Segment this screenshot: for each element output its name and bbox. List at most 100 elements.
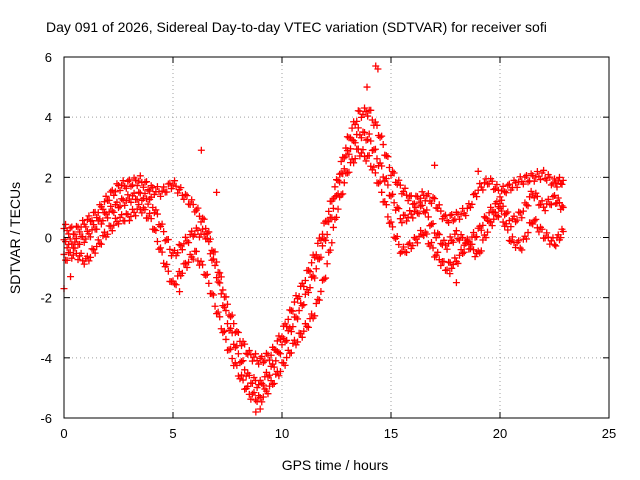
data-point [85,257,93,265]
data-point [239,357,247,365]
data-point [524,229,532,237]
data-point [431,195,439,203]
data-point [303,322,311,330]
data-point [141,206,149,214]
data-point [269,380,277,388]
data-point [68,254,76,262]
data-point [532,215,540,223]
data-point [259,393,267,401]
data-point [367,162,375,170]
data-point [323,230,331,238]
data-point [294,338,302,346]
data-point [409,214,417,222]
data-point [174,249,182,257]
data-point [76,228,84,236]
data-point [374,65,382,73]
data-point [384,213,392,221]
data-point [350,159,358,167]
data-point [160,183,168,191]
data-point [379,173,387,181]
data-point [255,360,263,368]
data-point [449,217,457,225]
data-point [389,223,397,231]
data-point [512,244,520,252]
data-point [258,353,266,361]
data-point [522,235,530,243]
data-point [498,196,506,204]
data-point [125,195,133,203]
data-point [440,212,448,220]
data-point [191,230,199,238]
data-point [301,290,309,298]
data-point [547,181,555,189]
data-point [258,379,266,387]
data-point [233,342,241,350]
data-point [322,274,330,282]
data-point [104,214,112,222]
data-point [553,183,561,191]
data-point [294,315,302,323]
data-point [519,207,527,215]
data-point [362,157,370,165]
data-point [85,212,93,220]
data-point [496,193,504,201]
data-point [508,233,516,241]
data-point [367,137,375,145]
data-point [393,233,401,241]
data-point [488,177,496,185]
data-point [211,302,219,310]
data-point [423,230,431,238]
data-point [147,215,155,223]
data-point [442,241,449,249]
data-point [105,196,113,204]
data-point [382,201,390,209]
data-point [536,176,544,184]
data-point [518,214,526,222]
data-point [379,141,387,149]
series-extreme-points [60,62,482,416]
data-point [143,178,151,186]
data-point [252,350,260,358]
data-point [557,234,565,242]
x-tick-label: 5 [169,426,176,441]
data-point [530,194,538,202]
data-point [385,219,393,227]
data-point [371,169,379,177]
data-point [189,255,197,263]
data-point [93,214,101,222]
data-point [298,333,306,341]
data-point [228,355,236,363]
data-point [213,188,221,196]
data-point [238,358,246,366]
data-point [206,250,214,258]
data-point [494,213,502,221]
data-point [440,236,448,244]
data-point [91,249,99,257]
y-tick-label: 2 [45,170,52,185]
data-point [378,162,386,170]
data-point [432,234,440,242]
data-point [287,349,295,357]
tick-labels: 0 5 10 15 20 25 -6 -4 -2 0 2 4 6 [40,50,616,441]
data-point [266,356,274,364]
data-point [471,189,479,197]
data-point [158,187,166,195]
data-point [82,235,90,243]
data-point [283,354,291,362]
data-point [376,178,384,186]
data-point [194,226,202,234]
data-point [452,227,460,235]
data-point [199,261,207,269]
data-point [264,390,272,398]
data-point [529,172,537,180]
data-point [281,338,289,346]
data-point [390,233,398,241]
data-point [333,213,340,221]
data-point [437,207,445,215]
data-point [540,203,548,211]
data-point [373,121,381,129]
data-point [144,186,152,194]
data-point [275,372,283,380]
data-point [437,261,445,269]
data-point [94,209,102,217]
